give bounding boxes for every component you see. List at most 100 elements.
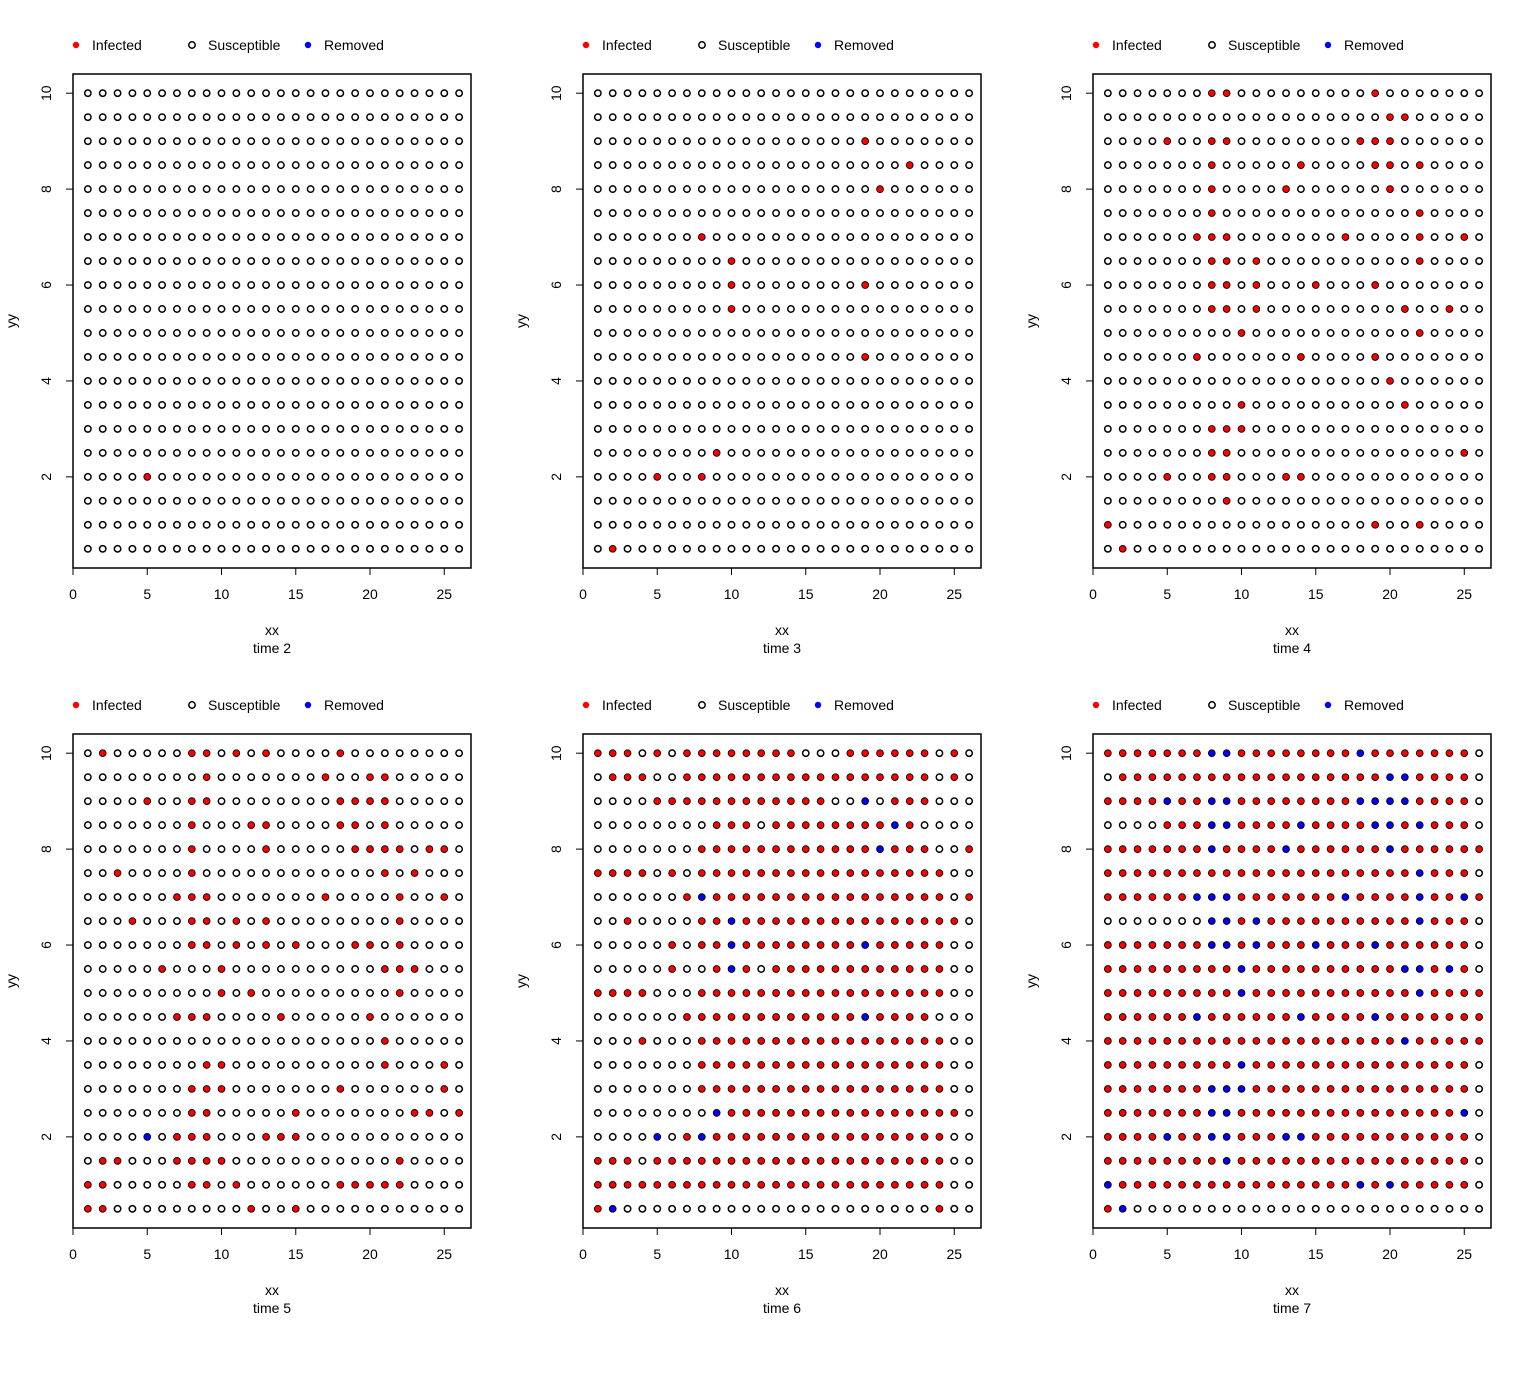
point-susceptible [1430, 400, 1439, 409]
y-axis-label: yy [1023, 314, 1039, 328]
point-infected [772, 1133, 780, 1141]
point-susceptible [638, 1084, 647, 1093]
point-susceptible [965, 1132, 974, 1141]
point-infected [1460, 1180, 1469, 1189]
point-susceptible [83, 1108, 92, 1117]
point-susceptible [623, 520, 632, 529]
point-susceptible [1207, 353, 1216, 361]
point-susceptible [653, 137, 662, 146]
point-infected [98, 1204, 107, 1213]
point-susceptible [380, 917, 389, 925]
point-susceptible [187, 257, 196, 265]
point-susceptible [276, 965, 285, 973]
point-infected [668, 1180, 676, 1189]
point-susceptible [683, 209, 691, 218]
point-infected [143, 473, 152, 481]
point-susceptible [801, 353, 810, 361]
point-removed [1207, 821, 1216, 829]
point-infected [920, 989, 929, 997]
point-infected [1252, 1180, 1261, 1189]
point-susceptible [321, 496, 330, 505]
point-susceptible [683, 161, 691, 170]
point-susceptible [935, 448, 944, 457]
point-susceptible [786, 233, 795, 242]
point-susceptible [158, 305, 167, 313]
point-susceptible [306, 472, 315, 481]
point-removed [1193, 1013, 1201, 1021]
point-infected [262, 1133, 270, 1141]
point-susceptible [712, 137, 721, 146]
point-susceptible [143, 89, 152, 98]
point-susceptible [380, 448, 389, 457]
point-susceptible [1430, 424, 1439, 433]
point-susceptible [742, 233, 751, 242]
point-removed [727, 917, 736, 925]
point-susceptible [83, 496, 92, 505]
point-susceptible [786, 448, 795, 457]
point-susceptible [217, 137, 226, 146]
point-susceptible [1356, 544, 1365, 553]
point-susceptible [638, 965, 647, 973]
point-susceptible [336, 472, 345, 481]
point-susceptible [366, 1156, 374, 1165]
point-susceptible [593, 917, 602, 925]
point-removed [1207, 917, 1216, 925]
point-infected [1371, 520, 1380, 529]
point-susceptible [876, 400, 884, 409]
point-susceptible [1267, 329, 1276, 337]
point-infected [187, 749, 196, 758]
point-infected [1148, 941, 1157, 949]
point-susceptible [876, 209, 884, 218]
point-susceptible [608, 448, 617, 457]
point-susceptible [668, 989, 677, 997]
point-susceptible [276, 1180, 285, 1189]
point-susceptible [890, 305, 899, 313]
point-susceptible [1118, 496, 1127, 505]
point-susceptible [905, 305, 914, 313]
point-infected [1267, 1037, 1276, 1045]
point-susceptible [1207, 400, 1216, 409]
point-infected [1415, 1109, 1424, 1117]
point-infected [1341, 1133, 1350, 1141]
point-infected [1207, 209, 1216, 217]
point-susceptible [1118, 113, 1127, 122]
point-infected [425, 1109, 434, 1117]
point-susceptible [1356, 281, 1365, 289]
point-susceptible [1356, 89, 1365, 98]
x-tick-label: 15 [1308, 586, 1324, 602]
point-infected [653, 749, 662, 758]
point-susceptible [98, 424, 107, 433]
point-infected [1341, 917, 1350, 925]
point-susceptible [306, 1037, 315, 1045]
point-susceptible [1386, 89, 1394, 98]
point-infected [381, 869, 389, 877]
point-susceptible [455, 161, 464, 170]
point-infected [1133, 749, 1142, 758]
point-susceptible [653, 941, 662, 949]
point-infected [623, 773, 632, 782]
point-susceptible [638, 797, 647, 806]
point-susceptible [440, 472, 449, 481]
point-susceptible [1445, 209, 1454, 218]
point-susceptible [410, 448, 419, 457]
point-removed [1237, 989, 1246, 997]
point-infected [1193, 821, 1201, 829]
point-susceptible [1237, 544, 1246, 553]
point-susceptible [276, 821, 285, 830]
point-susceptible [905, 89, 914, 98]
point-susceptible [623, 377, 632, 385]
point-infected [381, 1037, 389, 1045]
point-susceptible [321, 329, 330, 337]
point-infected [1326, 1133, 1335, 1141]
point-susceptible [831, 797, 840, 806]
point-susceptible [113, 1084, 122, 1093]
point-susceptible [1296, 329, 1305, 337]
point-susceptible [608, 1132, 617, 1141]
point-susceptible [128, 1132, 137, 1141]
point-infected [98, 1180, 107, 1189]
point-susceptible [1356, 113, 1365, 122]
point-infected [1445, 797, 1454, 805]
point-susceptible [935, 329, 944, 337]
point-removed [1371, 821, 1380, 829]
point-susceptible [113, 353, 122, 361]
